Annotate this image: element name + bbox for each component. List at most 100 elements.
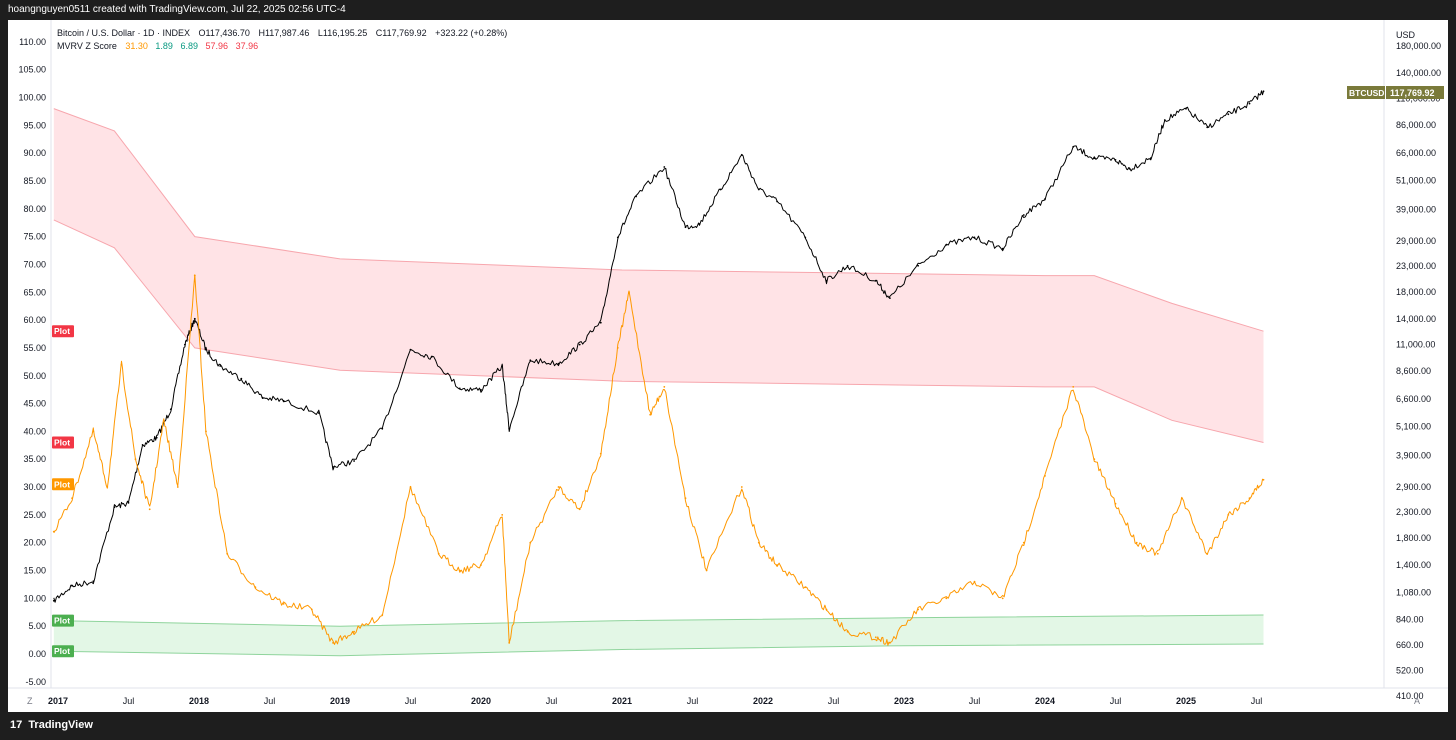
x-axis-ticks: 2017 Jul 2018 Jul 2019 Jul 2020 Jul 2021 Jul 2022 J… (48, 696, 1262, 706)
right-tick-label: 1,080.00 (1396, 588, 1431, 598)
mvrv-point-18 (409, 486, 412, 488)
right-tick-label: 86,000.00 (1396, 120, 1436, 130)
btc-price-point-1 (71, 584, 73, 587)
plot-tag-label: Plot (54, 438, 70, 448)
mvrv-point-23 (508, 642, 511, 644)
chart-frame[interactable]: Valu 110.00 105.00 100.00 95.00 90.00 85.00 80… (8, 20, 1448, 712)
mvrv-point-24 (529, 541, 532, 544)
left-tick-label: 75.00 (23, 232, 46, 242)
btc-price-point-21 (458, 387, 461, 390)
corner-z-label[interactable]: Z (27, 696, 33, 706)
x-tick-label: 2025 (1176, 696, 1196, 706)
mvrv-point-54 (1206, 552, 1209, 555)
btc-price-point-8 (184, 343, 186, 346)
right-tick-label: 14,000.00 (1396, 314, 1436, 324)
x-tick-label: Jul (828, 696, 840, 706)
price-symbol-box (1347, 86, 1385, 99)
mvrv-point-4 (120, 363, 123, 366)
plot-tag-label: Plot (54, 616, 70, 626)
btc-price-point-32 (684, 226, 687, 229)
plot-tag-label: Plot (54, 479, 70, 489)
corner-a-label[interactable]: A (1414, 696, 1420, 706)
left-tick-label: 105.00 (18, 65, 46, 75)
indicator-value-3: 6.89 (180, 41, 198, 51)
left-tick-label: 5.00 (28, 621, 46, 631)
btc-price-point-53 (1149, 157, 1152, 160)
btc-price-point-11 (219, 365, 222, 367)
mvrv-point-40 (874, 636, 877, 639)
left-tick-label: 65.00 (23, 287, 46, 297)
mvrv-point-41 (889, 642, 891, 644)
red-band-fill (53, 108, 1264, 443)
left-tick-label: 50.00 (23, 371, 46, 381)
mvrv-point-5 (134, 458, 137, 461)
plot-tag-box (52, 614, 74, 627)
right-tick-label: 520.00 (1396, 666, 1424, 676)
right-tick-label: 5,100.00 (1396, 422, 1431, 432)
mvrv-point-48 (1072, 386, 1075, 388)
indicator-value-2: 1.89 (155, 41, 173, 51)
left-tick-label: 80.00 (23, 204, 46, 214)
legend: Bitcoin / U.S. Dollar · 1D · INDEX O117,… (57, 28, 507, 51)
series-layer (52, 90, 1265, 646)
btc-price-point-55 (1185, 107, 1187, 110)
red-band-lower-line (53, 219, 1264, 443)
mvrv-point-17 (381, 614, 384, 616)
btc-price-point-13 (261, 396, 264, 399)
btc-price-point-18 (381, 427, 384, 430)
left-tick-label: 40.00 (23, 426, 46, 436)
btc-price-point-22 (480, 389, 482, 391)
left-tick-label: 95.00 (23, 120, 46, 130)
bands-layer (53, 108, 1264, 657)
mvrv-point-34 (740, 486, 743, 488)
right-tick-label: 23,000.00 (1396, 261, 1436, 271)
mvrv-point-26 (578, 508, 581, 511)
corner-button-right[interactable]: A (1414, 696, 1420, 706)
left-tick-label: 10.00 (23, 593, 46, 603)
plot-tag-label: Plot (54, 326, 70, 336)
chart-svg[interactable]: Valu 110.00 105.00 100.00 95.00 90.00 85.00 80… (8, 20, 1448, 712)
corner-button-left[interactable]: Z (27, 696, 33, 706)
header-bar: hoangnguyen0511 created with TradingView… (0, 0, 1456, 20)
mvrv-point-35 (757, 541, 760, 544)
mvrv-point-14 (310, 608, 313, 611)
legend-symbol: Bitcoin / U.S. Dollar · 1D · INDEX (57, 28, 190, 38)
axes-layer (8, 20, 1448, 689)
right-tick-label: 1,400.00 (1396, 560, 1431, 570)
btc-price-point-37 (776, 200, 778, 203)
tradingview-logo[interactable]: 17 TradingView (10, 719, 93, 731)
mvrv-point-22 (501, 514, 504, 516)
mvrv-point-3 (106, 486, 109, 488)
btc-price-point-34 (719, 188, 722, 191)
mvrv-point-33 (705, 569, 708, 572)
mvrv-point-20 (458, 569, 461, 572)
mvrv-point-32 (684, 497, 687, 500)
right-tick-label: 51,000.00 (1396, 176, 1436, 186)
x-tick-label: Jul (546, 696, 558, 706)
price-label: BTCUSD 117,769.92 (1347, 86, 1444, 99)
mvrv-point-36 (776, 564, 778, 566)
x-tick-label: Jul (1110, 696, 1122, 706)
right-tick-label: 2,900.00 (1396, 482, 1431, 492)
x-tick-label: Jul (687, 696, 699, 706)
mvrv-point-37 (804, 586, 807, 589)
btc-price-point-9 (193, 317, 196, 320)
mvrv-point-57 (1262, 478, 1265, 481)
left-tick-label: 45.00 (23, 399, 46, 409)
btc-price-point-14 (282, 399, 285, 402)
btc-price-point-28 (599, 321, 602, 324)
legend-close: C117,769.92 (376, 28, 427, 38)
btc-price-point-7 (169, 408, 172, 411)
btc-price-point-33 (698, 223, 701, 225)
mvrv-point-21 (480, 564, 482, 566)
left-tick-label: 70.00 (23, 259, 46, 269)
btc-price-point-51 (1114, 159, 1117, 161)
right-tick-label: 11,000.00 (1396, 340, 1435, 350)
btc-price-point-57 (1227, 113, 1230, 116)
plot-tag-box (52, 436, 74, 449)
indicator-name: MVRV Z Score (57, 41, 117, 51)
mvrv-point-19 (437, 552, 440, 555)
x-tick-label: 2022 (753, 696, 773, 706)
x-tick-label: 2023 (894, 696, 914, 706)
btc-price-point-38 (804, 236, 807, 239)
